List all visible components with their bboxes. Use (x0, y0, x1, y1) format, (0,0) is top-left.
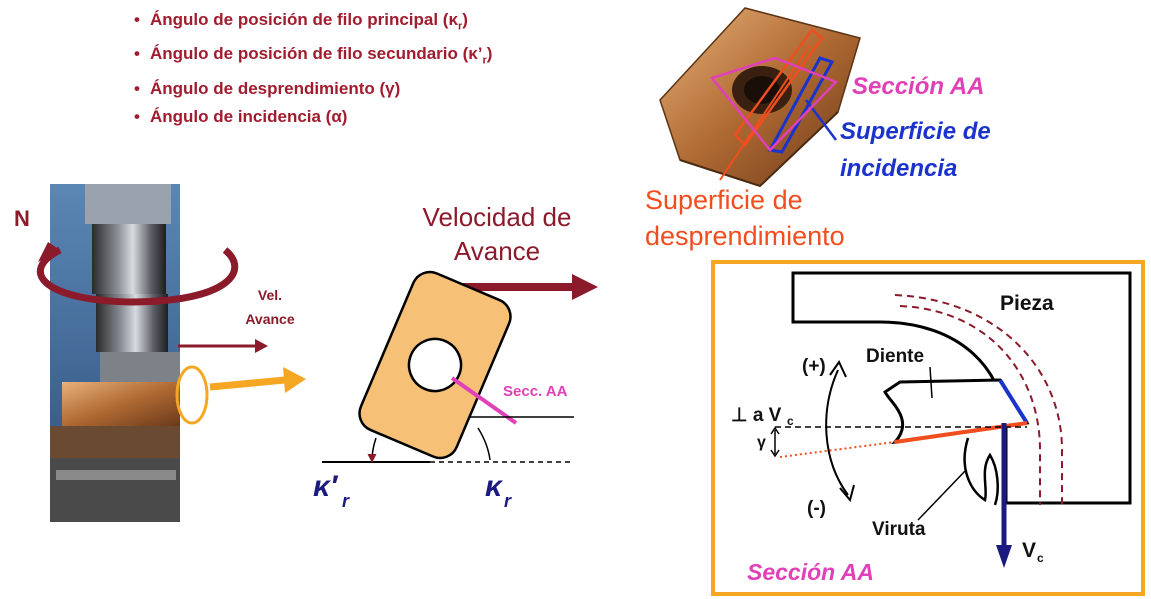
section-plane (709, 56, 839, 152)
kappa-r: κ (485, 470, 504, 503)
kappa-r-prime: κ′ (313, 470, 339, 503)
clearance-face (998, 378, 1029, 425)
insert-highlight (175, 365, 209, 425)
clearance-plane (767, 56, 835, 154)
chip-label: Viruta (872, 519, 926, 540)
velocity-label-sub: c (1037, 551, 1044, 565)
list-item: • Ángulo de incidencia (α) (134, 106, 348, 126)
perp-label: ⊥ a V (731, 405, 782, 426)
clearance-label-line1: Superficie de (840, 118, 991, 145)
rake-plane (733, 28, 824, 147)
insert-shape (358, 270, 512, 460)
velocity-label: V (1022, 539, 1036, 562)
kappa-r-sub: r (504, 491, 512, 511)
section-panel (711, 260, 1145, 596)
gamma-label: γ (757, 434, 766, 451)
rake-extension (779, 441, 896, 458)
feed-label-line2: Avance (245, 311, 295, 327)
workpiece-label: Pieza (1000, 292, 1054, 315)
feed-title-line2: Avance (454, 236, 540, 266)
angle-list: • Ángulo de posición de filo principal (κ… (134, 6, 492, 131)
zoom-arrow-head (283, 367, 306, 393)
feed-arrow-large-head (572, 274, 598, 300)
rake-line (719, 44, 811, 181)
perp-label-sub: c (787, 414, 794, 428)
insert-photo (659, 7, 861, 188)
section-line (450, 376, 518, 425)
feed-label-line1: Vel. (258, 287, 282, 303)
kappa-r-prime-sub: r (342, 491, 350, 511)
feed-arrow-small-head (255, 339, 268, 353)
clearance-label-line2: incidencia (840, 155, 957, 182)
list-item: • Ángulo de posición de filo secundario (… (134, 44, 493, 67)
tooth-path-outer (899, 305, 1041, 505)
negative-label: (-) (807, 498, 826, 519)
tooth-path-outer2 (894, 294, 1063, 505)
section-photo-label: Sección AA (852, 73, 984, 100)
velocity-arrow-head (996, 545, 1012, 568)
feed-title-line1: Velocidad de (423, 202, 572, 232)
list-item: • Ángulo de desprendimiento (γ) (134, 78, 401, 98)
list-item: • Ángulo de posición de filo principal (κ… (134, 10, 468, 33)
rake-label-line2: desprendimiento (645, 221, 845, 251)
chip (963, 437, 999, 506)
zoom-arrow (209, 376, 286, 391)
rotation-arrow (37, 242, 239, 306)
milling-photo (50, 184, 180, 522)
rake-label-line1: Superficie de (645, 185, 803, 215)
tooth-label: Diente (866, 346, 924, 367)
positive-label: (+) (802, 356, 826, 377)
rotation-label: N (14, 206, 30, 231)
section-label: Secc. AA (503, 383, 568, 400)
section-panel-title: Sección AA (747, 559, 874, 585)
